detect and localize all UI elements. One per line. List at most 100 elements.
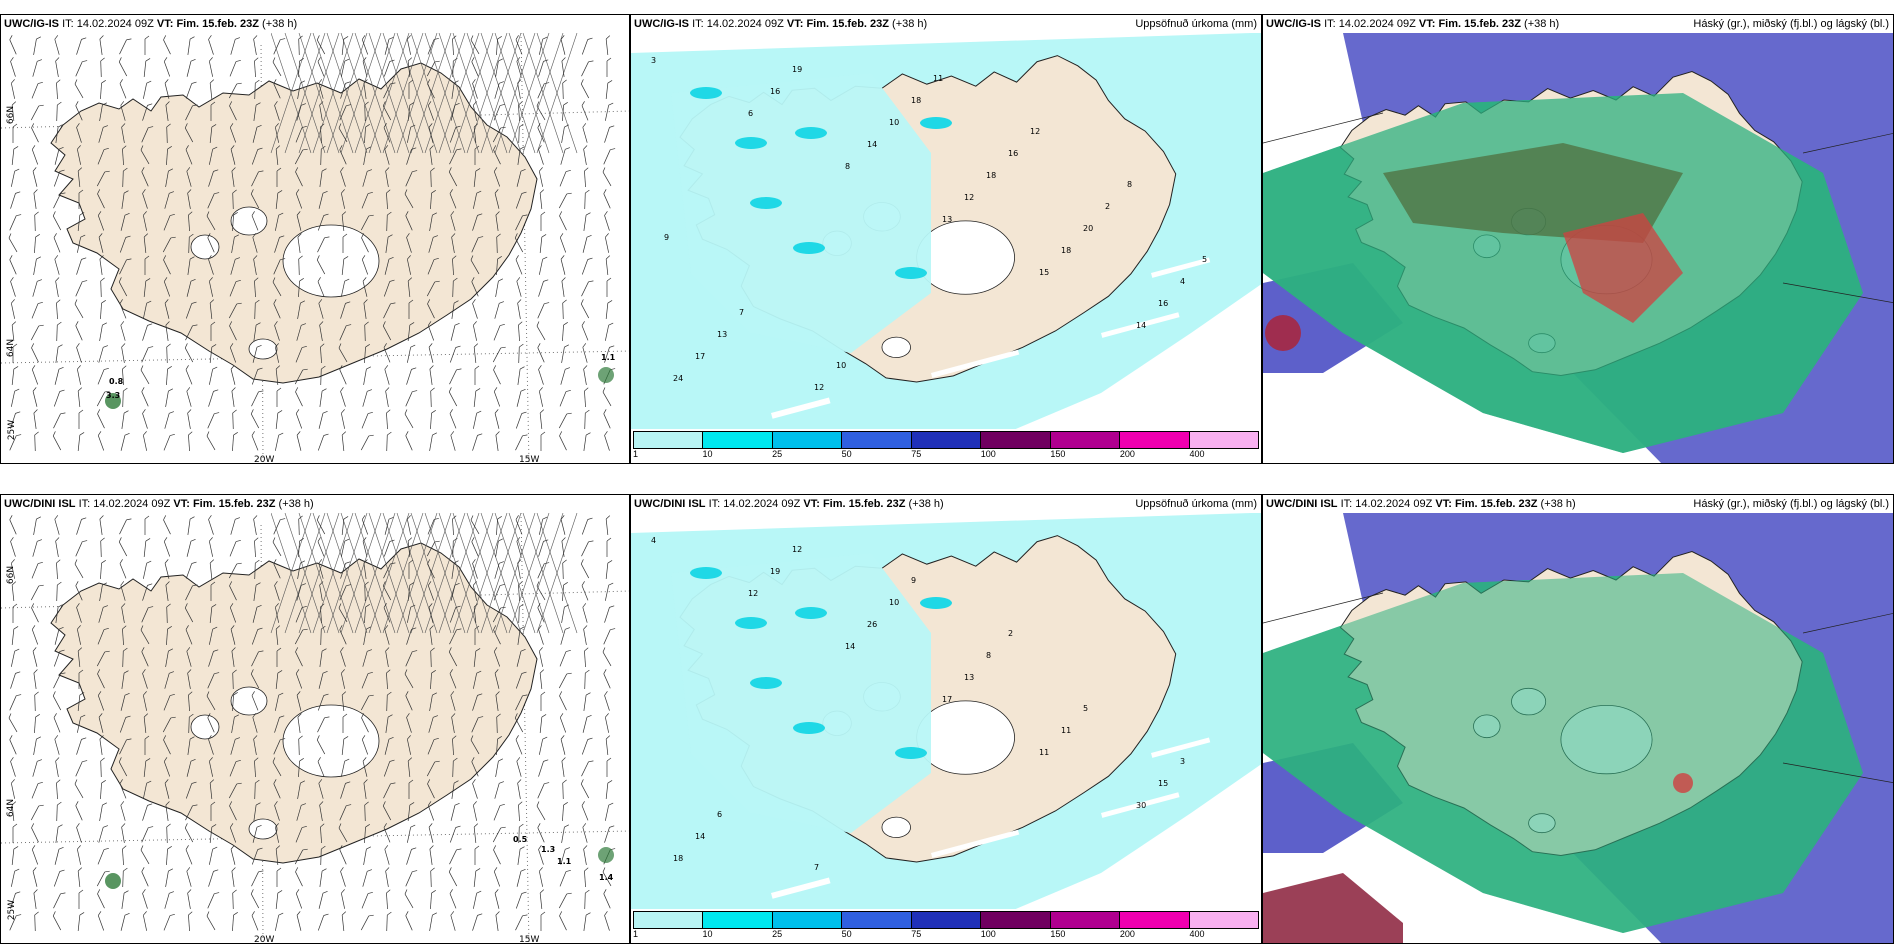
precip-amount-label: 13 <box>964 673 974 682</box>
legend-tick-label: 100 <box>980 449 996 459</box>
legend-tick-label: 100 <box>980 929 996 939</box>
precip-amount-label: 7 <box>739 308 744 317</box>
precip-amount-label: 15 <box>1039 268 1049 277</box>
precip-amount-label: 14 <box>695 832 705 841</box>
legend-swatch <box>634 432 704 448</box>
legend-tick-label: 50 <box>841 449 852 459</box>
precip-amount-label: 8 <box>845 162 850 171</box>
precip-amount-label: 4 <box>651 536 656 545</box>
precip-amount-label: 26 <box>867 620 877 629</box>
legend-tick-label: 75 <box>911 929 922 939</box>
precip-color-legend: 1 10 25 50 75 100 150 200 400 <box>631 909 1261 943</box>
init-time: 14.02.2024 09Z <box>723 498 801 510</box>
precip-amount-label: 14 <box>845 642 855 651</box>
legend-swatch <box>1120 432 1190 448</box>
precip-amount-label: 24 <box>673 374 683 383</box>
model-name: UWC/DINI ISL <box>4 498 76 510</box>
lead-time: (+38 h) <box>892 18 928 30</box>
precip-amount-label: 16 <box>770 87 780 96</box>
precip-amount-label: 13 <box>942 215 952 224</box>
legend-tick-label: 200 <box>1119 929 1135 939</box>
precip-amount-label: 18 <box>673 854 683 863</box>
wind-barb-map <box>1 33 629 463</box>
precipitation-map: 3 6 8 13 15 14 24 16 14 12 18 16 17 19 10 18 20 4 13 12 18 16… <box>631 33 1261 431</box>
legend-swatch <box>842 912 912 928</box>
init-time: 14.02.2024 09Z <box>93 498 171 510</box>
precip-color-legend: 1 10 25 50 75 100 150 200 400 <box>631 429 1261 463</box>
legend-swatch <box>1189 432 1258 448</box>
panel-top-right-clouds: UWC/IG-IS IT: 14.02.2024 09Z VT: Fim. 15… <box>1262 14 1894 464</box>
precip-amount-label: 11 <box>933 74 943 83</box>
legend-swatch <box>772 432 843 448</box>
panel-title: UWC/DINI ISL IT: 14.02.2024 09Z VT: Fim.… <box>1 495 629 513</box>
precip-amount-label: 10 <box>889 598 899 607</box>
panel-bottom-right-clouds: UWC/DINI ISL IT: 14.02.2024 09Z VT: Fim.… <box>1262 494 1894 944</box>
panel-title: UWC/IG-IS IT: 14.02.2024 09Z VT: Fim. 15… <box>1 15 629 33</box>
panel-title: UWC/DINI ISL IT: 14.02.2024 09Z VT: Fim.… <box>1263 495 1893 513</box>
lon-label-20w: 20W <box>254 935 275 944</box>
lat-label-25w: 25W <box>7 419 18 441</box>
product-name: Háský (gr.), miðský (fj.bl.) og lágský (… <box>1693 18 1889 30</box>
init-time: 14.02.2024 09Z <box>1338 18 1416 30</box>
precip-value-label: 1.1 <box>557 857 572 866</box>
model-name: UWC/IG-IS <box>634 18 689 30</box>
init-time: 14.02.2024 09Z <box>1355 498 1433 510</box>
lon-label-15w: 15W <box>519 935 540 944</box>
precip-amount-label: 14 <box>867 140 877 149</box>
lat-label-64n: 64N <box>6 798 17 818</box>
panel-title: UWC/DINI ISL IT: 14.02.2024 09Z VT: Fim.… <box>631 495 1261 513</box>
precip-amount-label: 3 <box>651 56 656 65</box>
precip-value-label: 1.1 <box>601 353 616 362</box>
product-name: Uppsöfnuð úrkoma (mm) <box>1135 18 1257 30</box>
precip-amount-label: 5 <box>1083 704 1088 713</box>
legend-swatch <box>703 912 773 928</box>
precip-amount-label: 2 <box>1105 202 1110 211</box>
precip-amount-label: 6 <box>717 810 722 819</box>
precip-value-label: 1.3 <box>541 845 556 854</box>
precip-amount-label: 12 <box>792 545 802 554</box>
legend-tick-label: 1 <box>633 449 639 459</box>
precip-amount-label: 18 <box>986 171 996 180</box>
legend-tick-label: 400 <box>1189 449 1205 459</box>
legend-swatch <box>911 432 982 448</box>
init-time: 14.02.2024 09Z <box>76 18 154 30</box>
precip-value-label: 0.5 <box>513 835 528 844</box>
precip-amount-label: 7 <box>814 863 819 872</box>
lon-label-20w: 20W <box>254 455 275 464</box>
precip-amount-label: 14 <box>1136 321 1146 330</box>
lon-label-15w: 15W <box>519 455 540 464</box>
precip-amount-label: 4 <box>1180 277 1185 286</box>
cloud-cover-map <box>1263 33 1893 463</box>
legend-swatch <box>981 912 1051 928</box>
precip-amount-label: 8 <box>986 651 991 660</box>
precip-amount-label: 13 <box>717 330 727 339</box>
lead-time: (+38 h) <box>1540 498 1576 510</box>
legend-tick-label: 200 <box>1119 449 1135 459</box>
valid-time: Fim. 15.feb. 23Z <box>176 18 259 30</box>
valid-time: Fim. 15.feb. 23Z <box>1438 18 1521 30</box>
precip-amount-label: 17 <box>695 352 705 361</box>
product-name: Háský (gr.), miðský (fj.bl.) og lágský (… <box>1693 498 1889 510</box>
precip-amount-label: 12 <box>814 383 824 392</box>
precip-value-label: 1.4 <box>599 873 614 882</box>
init-time: 14.02.2024 09Z <box>706 18 784 30</box>
legend-tick-label: 10 <box>702 449 713 459</box>
legend-tick-label: 25 <box>772 449 783 459</box>
cloud-cover-map <box>1263 513 1893 943</box>
precip-amount-label: 10 <box>889 118 899 127</box>
precip-amount-label: 16 <box>1008 149 1018 158</box>
precip-amount-label: 19 <box>792 65 802 74</box>
legend-tick-label: 75 <box>911 449 922 459</box>
precip-amount-label: 20 <box>1083 224 1093 233</box>
precip-amount-label: 6 <box>748 109 753 118</box>
precip-amount-label: 15 <box>1158 779 1168 788</box>
legend-tick-label: 150 <box>1050 929 1066 939</box>
legend-swatch <box>703 432 773 448</box>
model-name: UWC/IG-IS <box>4 18 59 30</box>
lead-time: (+38 h) <box>278 498 314 510</box>
legend-swatch <box>981 432 1051 448</box>
precip-amount-label: 30 <box>1136 801 1146 810</box>
product-name: Uppsöfnuð úrkoma (mm) <box>1135 498 1257 510</box>
valid-time: Fim. 15.feb. 23Z <box>192 498 276 510</box>
precip-amount-label: 11 <box>1061 726 1071 735</box>
